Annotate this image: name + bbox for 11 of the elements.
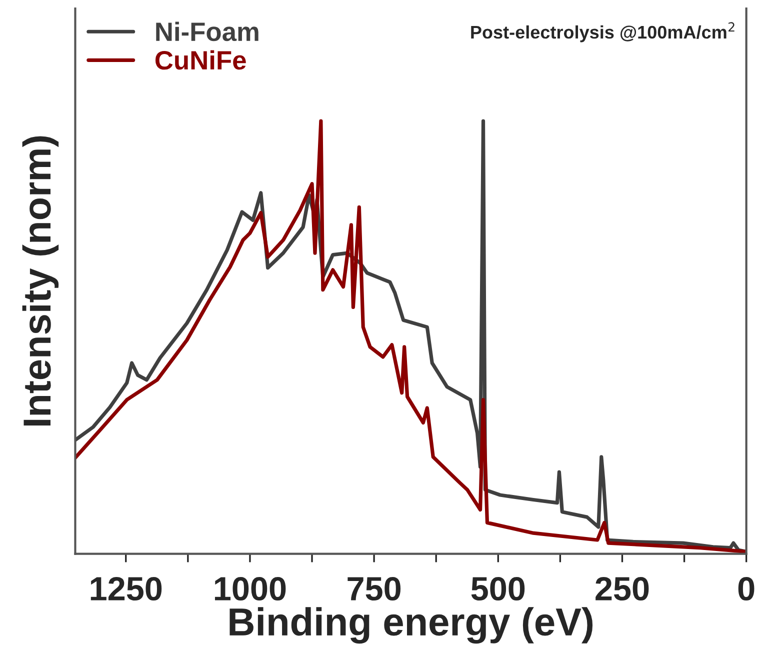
y-axis-title: Intensity (norm) <box>22 136 59 426</box>
x-tick-label: 1000 <box>214 576 286 601</box>
legend-label: CuNiFe <box>155 50 246 70</box>
x-tick-label: 0 <box>738 576 754 601</box>
legend-label: Ni-Foam <box>156 22 258 42</box>
x-axis-title: Binding energy (eV) <box>230 607 593 644</box>
x-tick-label: 250 <box>596 576 649 601</box>
x-tick-label: 1250 <box>90 576 162 601</box>
text: Post-electrolysis @100mA/cm$^{2}$ <box>471 22 734 42</box>
x-tick-label: 500 <box>471 576 525 601</box>
x-tick-label: 750 <box>348 576 400 601</box>
